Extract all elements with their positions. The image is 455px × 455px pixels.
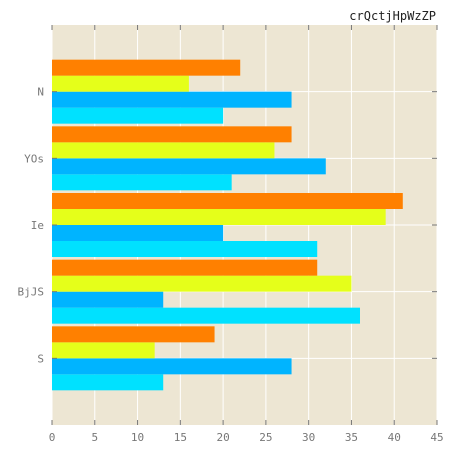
x-tick-label: 35 xyxy=(345,431,358,444)
y-tick-label: YOs xyxy=(24,152,44,165)
y-tick-label: S xyxy=(37,352,44,365)
bar-N-series-4 xyxy=(52,59,241,76)
bar-N-series-2 xyxy=(52,91,292,108)
bar-YOs-series-3 xyxy=(52,142,275,159)
bar-BjJS-series-4 xyxy=(52,259,318,276)
y-axis: S BjJS Ie YOs N xyxy=(18,86,437,365)
bar-Ie-series-1 xyxy=(52,241,318,257)
bar-BjJS-series-3 xyxy=(52,275,352,292)
bar-S-series-3 xyxy=(52,342,155,359)
bar-YOs-series-1 xyxy=(52,174,232,191)
x-axis: 0 5 10 15 20 25 30 35 40 45 xyxy=(49,25,444,444)
bar-S-series-2 xyxy=(52,358,292,375)
bar-YOs-series-2 xyxy=(52,158,326,175)
x-tick-label: 45 xyxy=(430,431,443,444)
bars xyxy=(52,59,403,391)
x-tick-label: 40 xyxy=(388,431,401,444)
x-tick-label: 15 xyxy=(174,431,187,444)
x-tick-label: 10 xyxy=(131,431,144,444)
bar-BjJS-series-1 xyxy=(52,307,360,324)
y-tick-label: BjJS xyxy=(18,286,45,299)
x-tick-label: 25 xyxy=(259,431,272,444)
x-tick-label: 20 xyxy=(216,431,229,444)
bar-S-series-1 xyxy=(52,374,164,391)
bar-N-series-1 xyxy=(52,107,224,124)
chart-title: crQctjHpWzZP xyxy=(349,9,436,23)
bar-Ie-series-3 xyxy=(52,209,386,225)
x-tick-label: 5 xyxy=(91,431,98,444)
bar-N-series-3 xyxy=(52,75,189,92)
bar-YOs-series-4 xyxy=(52,126,292,143)
x-tick-label: 0 xyxy=(49,431,56,444)
bar-S-series-4 xyxy=(52,326,215,343)
bar-Ie-series-4 xyxy=(52,193,403,209)
bar-Ie-series-2 xyxy=(52,225,224,241)
y-tick-label: Ie xyxy=(31,219,44,232)
bar-BjJS-series-2 xyxy=(52,291,164,308)
x-tick-label: 30 xyxy=(302,431,315,444)
y-tick-label: N xyxy=(37,86,44,99)
